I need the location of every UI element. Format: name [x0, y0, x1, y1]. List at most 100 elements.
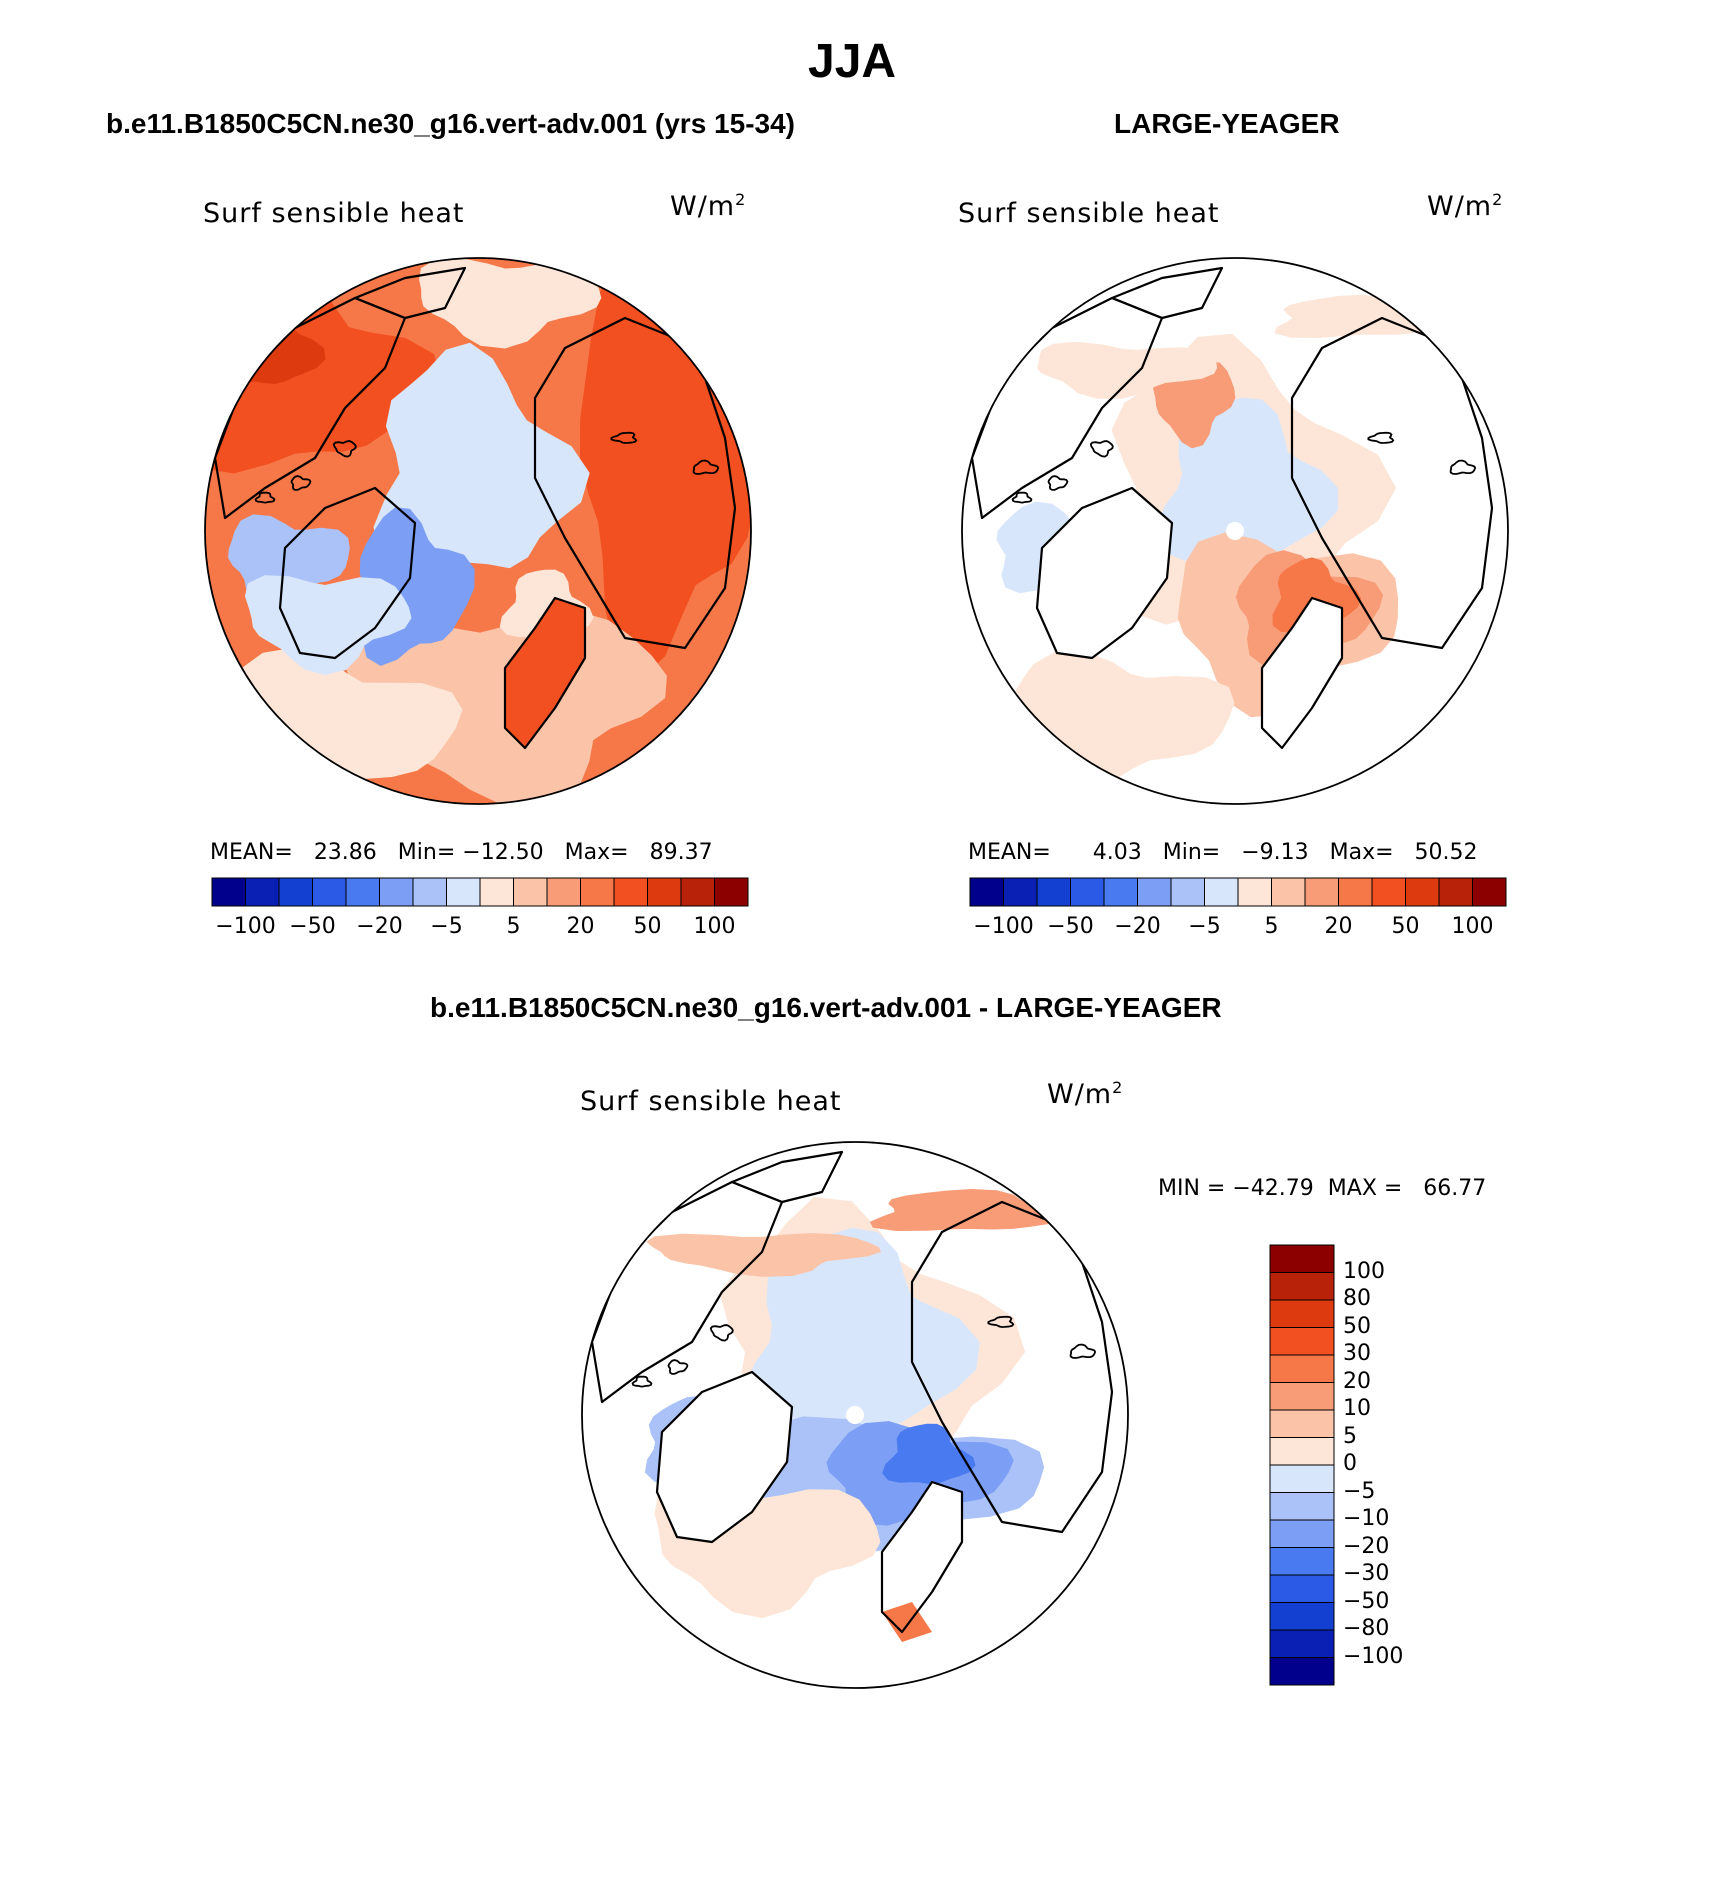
- colorbar-tick-label: 50: [1343, 1313, 1371, 1339]
- colorbar-swatch: [1269, 1354, 1335, 1383]
- colorbar-tick-label: 5: [1264, 914, 1279, 939]
- colorbar-tick-label: −50: [1343, 1588, 1390, 1614]
- coastline: [610, 431, 638, 444]
- field-region: [741, 1227, 980, 1436]
- colorbar-swatch: [714, 877, 749, 907]
- panel1-colorbar: [211, 877, 749, 907]
- colorbar-tick-label: −100: [215, 914, 276, 939]
- colorbar-tick-label: −20: [1343, 1533, 1390, 1559]
- colorbar-tick-label: −20: [356, 914, 403, 939]
- colorbar-swatch: [1269, 1299, 1335, 1328]
- coastline: [1011, 491, 1033, 504]
- coastline: [987, 1315, 1015, 1328]
- field-region: [419, 258, 602, 349]
- colorbar-swatch: [513, 877, 548, 907]
- colorbar-swatch: [1371, 877, 1406, 907]
- colorbar-swatch: [1204, 877, 1239, 907]
- field-region: [244, 575, 412, 675]
- colorbar-tick-label: −5: [1188, 914, 1221, 939]
- panel3-stats: MIN = −42.79 MAX = 66.77: [1158, 1176, 1487, 1201]
- panel1-units: W/m2: [670, 190, 747, 222]
- colorbar-tick-label: −100: [973, 914, 1034, 939]
- coastline: [1089, 440, 1114, 458]
- colorbar-tick-label: −30: [1343, 1561, 1390, 1586]
- colorbar-swatch: [1271, 877, 1306, 907]
- coastline: [1110, 266, 1224, 320]
- colorbar-swatch: [1070, 877, 1105, 907]
- coastline: [667, 1359, 689, 1375]
- colorbar-tick-label: −50: [1047, 914, 1094, 939]
- colorbar-swatch: [1269, 1629, 1335, 1658]
- colorbar-swatch: [345, 877, 380, 907]
- colorbar-swatch: [580, 877, 615, 907]
- colorbar-swatch: [1269, 1409, 1335, 1438]
- coastline: [254, 491, 276, 504]
- colorbar-tick-label: −20: [1114, 914, 1161, 939]
- colorbar-tick-label: −50: [289, 914, 336, 939]
- panel1-polar-map: [204, 257, 752, 805]
- colorbar-swatch: [613, 877, 648, 907]
- coastline: [730, 1150, 844, 1204]
- colorbar-tick-label: 20: [566, 914, 595, 939]
- colorbar-swatch: [446, 877, 481, 907]
- colorbar-swatch: [479, 877, 514, 907]
- field-region: [882, 1423, 976, 1484]
- field-region: [1037, 341, 1218, 399]
- colorbar-tick-label: 50: [1391, 914, 1420, 939]
- coastline: [692, 459, 720, 475]
- colorbar-swatch: [412, 877, 447, 907]
- land-mask: [657, 1372, 792, 1542]
- field-region: [869, 1189, 1095, 1231]
- colorbar-swatch: [1269, 1602, 1335, 1631]
- panel2-polar-map: [961, 257, 1509, 805]
- colorbar-swatch: [1137, 877, 1172, 907]
- coastline: [1260, 596, 1344, 750]
- colorbar-swatch: [546, 877, 581, 907]
- coastline: [1290, 316, 1494, 650]
- coastline: [353, 266, 467, 320]
- colorbar-swatch: [1338, 877, 1373, 907]
- colorbar-swatch: [1405, 877, 1440, 907]
- map-boundary: [581, 1141, 1129, 1689]
- colorbar-swatch: [680, 877, 715, 907]
- colorbar-tick-label: 50: [633, 914, 662, 939]
- panel2-colorbar: [969, 877, 1507, 907]
- figure-title: JJA: [808, 35, 897, 88]
- coastline: [290, 475, 312, 491]
- colorbar-swatch: [1269, 1382, 1335, 1411]
- colorbar-tick-label: −10: [1343, 1506, 1390, 1531]
- panel2-units: W/m2: [1427, 190, 1504, 222]
- field-region: [1150, 360, 1236, 449]
- coastline: [1069, 1343, 1097, 1359]
- map-boundary: [961, 257, 1509, 805]
- colorbar-swatch: [1269, 1657, 1335, 1686]
- colorbar-swatch: [1269, 1464, 1335, 1493]
- colorbar-swatch: [1170, 877, 1205, 907]
- panel3-colorbar: [1269, 1244, 1335, 1686]
- colorbar-swatch: [1269, 1492, 1335, 1521]
- left-panel-title: b.e11.B1850C5CN.ne30_g16.vert-adv.001 (y…: [106, 108, 795, 139]
- pole-hole: [1226, 522, 1244, 540]
- colorbar-swatch: [1269, 1437, 1335, 1466]
- colorbar-swatch: [647, 877, 682, 907]
- coastline: [503, 596, 587, 750]
- colorbar-swatch: [1003, 877, 1038, 907]
- panel1-variable-label: Surf sensible heat: [203, 198, 465, 229]
- colorbar-swatch: [1269, 1574, 1335, 1603]
- panel2-stats: MEAN= 4.03 Min= −9.13 Max= 50.52: [968, 840, 1478, 865]
- map-boundary: [204, 257, 752, 805]
- colorbar-tick-label: −80: [1343, 1616, 1390, 1641]
- coastline: [655, 1370, 794, 1544]
- field-region: [373, 342, 590, 582]
- colorbar-swatch: [1036, 877, 1071, 907]
- coastline: [1367, 431, 1395, 444]
- coastline: [332, 440, 357, 458]
- colorbar-swatch: [312, 877, 347, 907]
- field-region: [505, 598, 585, 748]
- colorbar-swatch: [1269, 1519, 1335, 1548]
- colorbar-tick-label: −5: [430, 914, 463, 939]
- field-region: [882, 1602, 932, 1642]
- colorbar-tick-label: 20: [1343, 1368, 1371, 1394]
- coastline: [880, 1480, 964, 1634]
- coastline: [533, 316, 737, 650]
